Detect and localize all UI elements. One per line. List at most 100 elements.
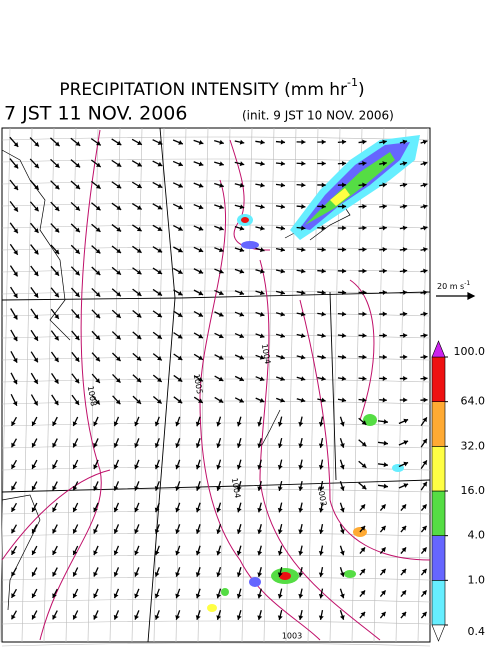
- wind-arrow-head: [402, 268, 408, 274]
- wind-arrow-head: [31, 464, 37, 469]
- wind-arrow-head: [361, 441, 367, 447]
- wind-arrow-head: [33, 379, 38, 384]
- wind-arrow-head: [401, 568, 407, 574]
- graticule-line: [373, 127, 385, 643]
- colorbar-band: [431, 401, 446, 447]
- colorbar-label: 1.0: [468, 573, 486, 586]
- wind-arrow-head: [136, 291, 142, 296]
- precip-area: [221, 588, 229, 596]
- wind-arrow-head: [339, 572, 345, 577]
- precip-area: [363, 414, 377, 426]
- graticule-line: [1, 510, 431, 515]
- wind-arrow-head: [277, 464, 283, 470]
- init-time: (init. 9 JST 10 NOV. 2006): [242, 109, 394, 123]
- wind-arrow-head: [113, 550, 119, 556]
- wind-arrow-head: [300, 376, 306, 382]
- wind-arrow-head: [31, 550, 37, 555]
- wind-arrow-head: [216, 464, 222, 470]
- wind-arrow-head: [381, 547, 386, 553]
- wind-arrow-head: [74, 313, 80, 319]
- wind-arrow-head: [339, 615, 345, 620]
- wind-arrow-head: [136, 399, 142, 404]
- wind-arrow-head: [298, 421, 304, 427]
- wind-arrow-head: [216, 486, 222, 491]
- wind-arrow-head: [216, 593, 222, 599]
- colorbar-label: 16.0: [461, 484, 486, 497]
- graticule-line: [1, 642, 431, 647]
- graticule-line: [1, 246, 431, 251]
- wind-arrow-head: [116, 248, 121, 254]
- wind-arrow-head: [52, 485, 57, 491]
- wind-arrow-head: [198, 247, 204, 253]
- wind-arrow-head: [277, 443, 283, 448]
- wind-arrow-head: [257, 464, 263, 470]
- wind-arrow-head: [341, 160, 347, 166]
- wind-arrow-head: [236, 529, 242, 534]
- wind-arrow-head: [239, 398, 244, 403]
- wind-arrow-head: [236, 550, 242, 556]
- graticule-line: [241, 127, 253, 643]
- wind-arrow-head: [177, 355, 183, 360]
- colorbar-band: [431, 535, 446, 581]
- wind-arrow-head: [259, 268, 265, 274]
- wind-arrow-head: [403, 397, 408, 403]
- wind-arrow-head: [195, 421, 201, 427]
- wind-arrow-head: [157, 248, 163, 253]
- wind-arrow-head: [75, 249, 80, 254]
- wind-arrow-head: [134, 421, 139, 427]
- wind-arrow-head: [403, 354, 408, 360]
- wind-arrow-head: [157, 205, 163, 210]
- wind-arrow-head: [381, 568, 386, 574]
- wind-arrow-head: [31, 593, 37, 598]
- wind-arrow-head: [137, 162, 142, 167]
- wind-arrow-head: [236, 615, 242, 620]
- wind-arrow-head: [219, 182, 224, 188]
- wind-arrow-head: [381, 611, 386, 617]
- colorbar: 0.4 1.0 4.0 16.0 32.0 64.0 100.0: [431, 340, 486, 642]
- wind-arrow-head: [75, 184, 80, 189]
- wind-arrow-head: [401, 504, 407, 510]
- wind-arrow-head: [177, 398, 183, 404]
- wind-arrow-head: [72, 464, 78, 470]
- wind-arrow-head: [13, 336, 18, 342]
- wind-arrow-head: [115, 377, 121, 383]
- wind-arrow-head: [362, 376, 367, 381]
- wind-arrow-head: [11, 421, 16, 426]
- wind-arrow-head: [236, 593, 242, 599]
- wind-arrow-head: [339, 529, 345, 534]
- wind-arrow-head: [154, 421, 160, 427]
- wind-arrow-head: [95, 356, 100, 362]
- wind-arrow-head: [178, 161, 183, 167]
- wind-arrow-head: [175, 572, 181, 577]
- wind-arrow-head: [54, 249, 60, 255]
- wind-arrow-head: [195, 615, 201, 620]
- wind-arrow-head: [298, 529, 304, 534]
- isobar-label: 1005: [192, 373, 204, 395]
- wind-arrow-head: [339, 443, 345, 448]
- wind-arrow-head: [422, 590, 427, 596]
- boundary: [147, 127, 176, 643]
- wind-scale-sup: -1: [464, 280, 470, 287]
- wind-arrow-head: [116, 140, 122, 146]
- wind-arrow-head: [72, 507, 78, 513]
- wind-arrow-head: [195, 550, 201, 556]
- wind-arrow-head: [11, 593, 16, 598]
- wind-arrow-head: [260, 204, 265, 210]
- precipitation: [207, 135, 420, 612]
- wind-arrow-head: [154, 529, 160, 534]
- wind-arrow-head: [34, 163, 39, 169]
- wind-arrow-head: [154, 464, 160, 470]
- wind-arrow-head: [178, 183, 183, 188]
- wind-arrow-head: [362, 397, 367, 403]
- wind-arrow-head: [300, 354, 306, 360]
- wind-arrow-head: [136, 269, 142, 275]
- wind-arrow-head: [93, 614, 98, 620]
- wind-arrow-head: [198, 376, 203, 382]
- wind-arrow-head: [257, 529, 263, 534]
- wind-arrow-head: [422, 417, 427, 423]
- wind-arrow-head: [382, 290, 387, 296]
- graticule-line: [131, 127, 143, 643]
- graticule-line: [1, 620, 431, 625]
- title: PRECIPITATION INTENSITY (mm hr-1): [59, 76, 364, 100]
- wind-arrow-head: [12, 379, 18, 385]
